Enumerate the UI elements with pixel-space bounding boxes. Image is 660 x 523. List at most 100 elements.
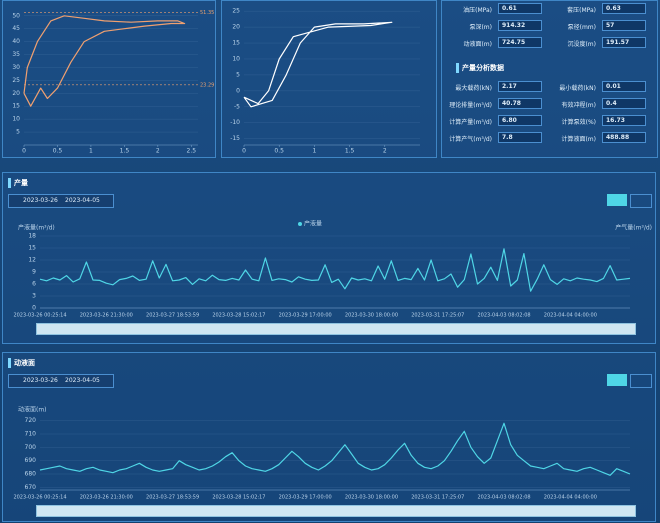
y-tick-label: 18	[28, 233, 36, 240]
legend-marker	[298, 222, 302, 226]
query-button[interactable]	[607, 194, 627, 206]
param-value: 0.01	[602, 81, 646, 92]
param-value: 724.75	[498, 37, 542, 48]
data-line	[23, 15, 186, 107]
x-tick-label: 0	[22, 148, 26, 155]
card-panel	[221, 0, 437, 158]
y-tick-label: 10	[232, 55, 240, 62]
param-label: 计算泵效(%)	[561, 119, 596, 126]
x-tick-label: 2.5	[187, 148, 197, 155]
y-tick-label: 720	[25, 417, 37, 424]
data-line	[39, 422, 631, 476]
param-label: 油压(MPa)	[463, 7, 492, 14]
y-axis-label: 产液量(m³/d)	[18, 224, 55, 232]
x-tick-label: 2023-04-04 04:00:00	[544, 495, 597, 501]
x-tick-label: 2023-04-03 08:02:08	[477, 495, 530, 501]
x-tick-label: 0.5	[53, 148, 63, 155]
y-tick-label: 680	[25, 471, 37, 478]
param-value: 7.8	[498, 132, 542, 143]
x-tick-label: 2023-03-26 21:30:00	[80, 495, 133, 501]
y-axis-label: 动液面(m)	[18, 406, 47, 414]
param-label: 最小载荷(kN)	[559, 85, 596, 92]
x-tick-label: 2	[383, 148, 387, 155]
clear-button[interactable]	[630, 374, 652, 388]
data-line	[243, 21, 393, 108]
param-label: 计算液面(m)	[561, 136, 596, 143]
reference-label: 51.35	[200, 10, 214, 16]
param-value: 2.17	[498, 81, 542, 92]
y-tick-label: -15	[230, 135, 240, 142]
param-label: 有效冲程(m)	[561, 102, 596, 109]
y-tick-label: 0	[32, 305, 36, 312]
param-label: 套压(MPa)	[567, 7, 596, 14]
y-tick-label: -5	[234, 103, 240, 110]
x-tick-label: 2	[156, 148, 160, 155]
y-tick-label: 5	[236, 71, 240, 78]
param-label: 最大载荷(kN)	[455, 85, 492, 92]
section-title: 产量分析数据	[456, 63, 504, 73]
param-value: 6.80	[498, 115, 542, 126]
param-label: 计算产气(m³/d)	[449, 136, 492, 143]
y-tick-label: 0	[236, 87, 240, 94]
x-tick-label: 2023-03-29 17:00:00	[279, 313, 332, 319]
x-tick-label: 2023-03-27 18:53:59	[146, 495, 199, 501]
y-tick-label: 40	[12, 38, 20, 45]
x-tick-label: 2023-04-03 08:02:08	[477, 313, 530, 319]
scrollbar[interactable]	[36, 505, 636, 517]
y-tick-label: 15	[232, 40, 240, 47]
x-tick-label: 2023-03-30 18:00:00	[345, 495, 398, 501]
y-tick-label: 3	[32, 293, 36, 300]
x-tick-label: 1.5	[345, 148, 355, 155]
y-tick-label: 15	[12, 103, 20, 110]
y-tick-label: 670	[25, 484, 37, 491]
param-value: 57	[602, 20, 646, 31]
date-start: 2023-03-26	[23, 377, 58, 384]
card-panel	[2, 0, 216, 158]
scrollbar[interactable]	[36, 323, 636, 335]
x-tick-label: 0	[242, 148, 246, 155]
param-value: 914.32	[498, 20, 542, 31]
date-end: 2023-04-05	[65, 197, 100, 204]
param-label: 泵深(m)	[469, 24, 492, 31]
date-range[interactable]: 2023-03-26 2023-04-05	[8, 374, 114, 388]
x-tick-label: 2023-03-29 17:00:00	[279, 495, 332, 501]
x-tick-label: 2023-03-28 15:02:17	[212, 495, 265, 501]
y-tick-label: -10	[230, 119, 240, 126]
param-value: 488.88	[602, 132, 646, 143]
data-line	[39, 248, 631, 292]
y-tick-label: 690	[25, 457, 37, 464]
y-tick-label: 10	[12, 116, 20, 123]
x-tick-label: 1	[89, 148, 93, 155]
param-value: 0.63	[602, 3, 646, 14]
param-label: 计算产量(m³/d)	[449, 119, 492, 126]
y-tick-label: 45	[12, 25, 20, 32]
y-tick-label: 25	[12, 77, 20, 84]
y-tick-label: 20	[12, 90, 20, 97]
query-button[interactable]	[607, 374, 627, 386]
panel-title: 动液面	[8, 358, 35, 368]
x-tick-label: 1	[312, 148, 316, 155]
param-label: 动液面(m)	[463, 41, 492, 48]
y-tick-label: 20	[232, 24, 240, 31]
param-label: 沉没度(m)	[567, 41, 596, 48]
x-tick-label: 0.5	[274, 148, 284, 155]
y-tick-label: 9	[32, 269, 36, 276]
reference-label: 23.29	[200, 82, 214, 88]
y-tick-label: 25	[232, 8, 240, 15]
x-tick-label: 2023-03-27 18:53:59	[146, 313, 199, 319]
y-tick-label: 710	[25, 431, 37, 438]
x-tick-label: 2023-03-30 18:00:00	[345, 313, 398, 319]
x-tick-label: 2023-03-31 17:25:07	[411, 313, 464, 319]
x-tick-label: 2023-03-28 15:02:17	[212, 313, 265, 319]
y2-axis-label: 产气量(m³/d)	[615, 224, 652, 232]
param-panel: 油压(MPa) 0.61 套压(MPa) 0.63 泵深(m) 914.32 泵径(mm) 5…	[441, 0, 658, 158]
param-value: 0.61	[498, 3, 542, 14]
param-label: 泵径(mm)	[567, 24, 596, 31]
date-end: 2023-04-05	[65, 377, 100, 384]
date-start: 2023-03-26	[23, 197, 58, 204]
clear-button[interactable]	[630, 194, 652, 208]
legend-label: 产液量	[304, 220, 322, 228]
date-range[interactable]: 2023-03-26 2023-04-05	[8, 194, 114, 208]
y-tick-label: 12	[28, 257, 36, 264]
